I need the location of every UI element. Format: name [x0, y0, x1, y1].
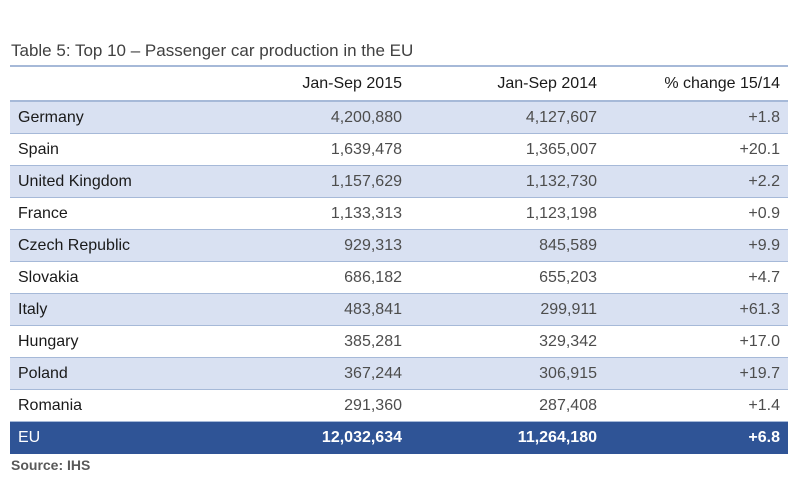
table-row: France 1,133,313 1,123,198 +0.9	[10, 197, 788, 230]
value-2015-cell: 686,182	[220, 261, 410, 294]
value-2014-cell: 1,132,730	[410, 165, 605, 198]
table-row: Spain 1,639,478 1,365,007 +20.1	[10, 133, 788, 166]
country-cell: United Kingdom	[10, 165, 220, 198]
country-cell: Czech Republic	[10, 229, 220, 262]
change-cell: +9.9	[605, 229, 788, 262]
value-2014-cell: 845,589	[410, 229, 605, 262]
country-cell: Germany	[10, 101, 220, 134]
table-row: Slovakia 686,182 655,203 +4.7	[10, 261, 788, 294]
country-cell: Romania	[10, 389, 220, 422]
country-cell: France	[10, 197, 220, 230]
header-2015: Jan-Sep 2015	[220, 67, 410, 102]
change-cell: +1.4	[605, 389, 788, 422]
table-row: United Kingdom 1,157,629 1,132,730 +2.2	[10, 165, 788, 198]
table-row: Italy 483,841 299,911 +61.3	[10, 293, 788, 326]
value-2015-cell: 1,639,478	[220, 133, 410, 166]
country-cell: Poland	[10, 357, 220, 390]
change-cell: +20.1	[605, 133, 788, 166]
value-2015-cell: 1,157,629	[220, 165, 410, 198]
value-2015-cell: 385,281	[220, 325, 410, 358]
total-change: +6.8	[605, 421, 788, 454]
value-2014-cell: 329,342	[410, 325, 605, 358]
table-title: Table 5: Top 10 – Passenger car producti…	[10, 39, 788, 67]
value-2014-cell: 299,911	[410, 293, 605, 326]
value-2015-cell: 291,360	[220, 389, 410, 422]
value-2014-cell: 1,365,007	[410, 133, 605, 166]
change-cell: +61.3	[605, 293, 788, 326]
table-row: Romania 291,360 287,408 +1.4	[10, 389, 788, 422]
country-cell: Spain	[10, 133, 220, 166]
table-row: Hungary 385,281 329,342 +17.0	[10, 325, 788, 358]
total-label: EU	[10, 421, 220, 454]
header-change: % change 15/14	[605, 67, 788, 102]
value-2015-cell: 483,841	[220, 293, 410, 326]
change-cell: +4.7	[605, 261, 788, 294]
header-2014: Jan-Sep 2014	[410, 67, 605, 102]
table-row: Germany 4,200,880 4,127,607 +1.8	[10, 101, 788, 134]
value-2014-cell: 4,127,607	[410, 101, 605, 134]
change-cell: +0.9	[605, 197, 788, 230]
table-container: Table 5: Top 10 – Passenger car producti…	[10, 39, 788, 473]
value-2015-cell: 4,200,880	[220, 101, 410, 134]
value-2014-cell: 655,203	[410, 261, 605, 294]
header-row: Jan-Sep 2015 Jan-Sep 2014 % change 15/14	[10, 67, 788, 102]
change-cell: +2.2	[605, 165, 788, 198]
country-cell: Hungary	[10, 325, 220, 358]
country-cell: Slovakia	[10, 261, 220, 294]
value-2015-cell: 367,244	[220, 357, 410, 390]
change-cell: +1.8	[605, 101, 788, 134]
source-note: Source: IHS	[11, 457, 91, 473]
total-row: EU 12,032,634 11,264,180 +6.8	[10, 421, 788, 454]
header-country	[10, 67, 220, 102]
value-2014-cell: 287,408	[410, 389, 605, 422]
value-2015-cell: 929,313	[220, 229, 410, 262]
value-2015-cell: 1,133,313	[220, 197, 410, 230]
table-body: Germany 4,200,880 4,127,607 +1.8 Spain 1,639,…	[10, 101, 788, 422]
country-cell: Italy	[10, 293, 220, 326]
change-cell: +17.0	[605, 325, 788, 358]
value-2014-cell: 1,123,198	[410, 197, 605, 230]
table-row: Poland 367,244 306,915 +19.7	[10, 357, 788, 390]
table-row: Czech Republic 929,313 845,589 +9.9	[10, 229, 788, 262]
value-2014-cell: 306,915	[410, 357, 605, 390]
change-cell: +19.7	[605, 357, 788, 390]
total-2015: 12,032,634	[220, 421, 410, 454]
production-table: Jan-Sep 2015 Jan-Sep 2014 % change 15/14…	[10, 67, 788, 454]
total-2014: 11,264,180	[410, 421, 605, 454]
